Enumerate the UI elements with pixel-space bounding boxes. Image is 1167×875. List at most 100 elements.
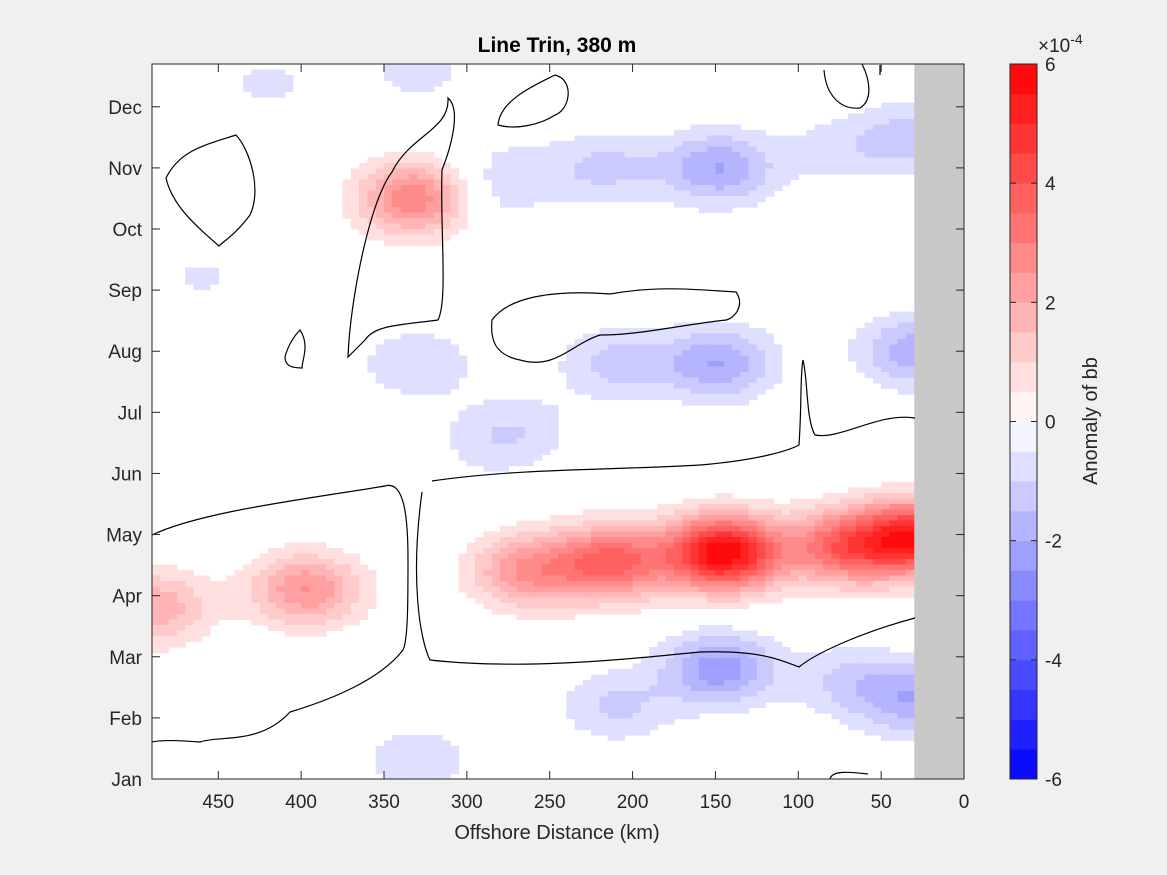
heatmap-cell bbox=[375, 196, 385, 203]
heatmap-cell bbox=[317, 603, 327, 610]
heatmap-cell bbox=[707, 328, 717, 335]
heatmap-cell bbox=[657, 157, 667, 164]
heatmap-cell bbox=[582, 696, 592, 703]
heatmap-cell bbox=[268, 548, 277, 555]
heatmap-cell bbox=[872, 487, 882, 494]
heatmap-cell bbox=[491, 443, 501, 450]
heatmap-cell bbox=[781, 691, 791, 698]
heatmap-cell bbox=[632, 394, 642, 401]
heatmap-cell bbox=[533, 542, 543, 549]
heatmap-cell bbox=[533, 410, 543, 417]
heatmap-cell bbox=[839, 163, 849, 170]
heatmap-cell bbox=[508, 570, 518, 577]
zero-contour bbox=[829, 771, 869, 780]
heatmap-cell bbox=[549, 432, 559, 439]
heatmap-cell bbox=[748, 559, 758, 566]
heatmap-cell bbox=[897, 531, 907, 538]
heatmap-cell bbox=[856, 113, 866, 120]
heatmap-cell bbox=[367, 366, 377, 373]
heatmap-cell bbox=[359, 179, 369, 186]
heatmap-cell bbox=[723, 179, 733, 186]
heatmap-cell bbox=[367, 603, 377, 610]
heatmap-cell bbox=[756, 663, 766, 670]
heatmap-cell bbox=[881, 168, 891, 175]
heatmap-cell bbox=[524, 608, 534, 615]
heatmap-cell bbox=[765, 531, 775, 538]
heatmap-cell bbox=[251, 570, 261, 577]
heatmap-cell bbox=[384, 757, 393, 764]
heatmap-cell bbox=[516, 575, 526, 582]
heatmap-cell bbox=[500, 465, 509, 472]
heatmap-cell bbox=[856, 509, 866, 516]
heatmap-cell bbox=[541, 163, 551, 170]
colorbar-level bbox=[1010, 689, 1037, 720]
heatmap-cell bbox=[723, 174, 733, 181]
heatmap-cell bbox=[607, 691, 617, 698]
heatmap-cell bbox=[193, 278, 203, 285]
heatmap-cell bbox=[732, 124, 741, 131]
heatmap-cell bbox=[897, 548, 907, 555]
heatmap-cell bbox=[624, 185, 634, 192]
heatmap-cell bbox=[276, 597, 286, 604]
heatmap-cell bbox=[889, 141, 899, 148]
heatmap-cell bbox=[574, 372, 584, 379]
heatmap-cell bbox=[367, 179, 377, 186]
heatmap-cell bbox=[674, 707, 683, 714]
heatmap-cell bbox=[906, 163, 915, 170]
heatmap-cell bbox=[533, 559, 543, 566]
heatmap-cell bbox=[814, 564, 824, 571]
heatmap-cell bbox=[176, 625, 186, 632]
heatmap-cell bbox=[665, 515, 675, 522]
heatmap-cell bbox=[160, 581, 170, 588]
heatmap-cell bbox=[582, 559, 592, 566]
heatmap-cell bbox=[798, 509, 808, 516]
heatmap-cell bbox=[268, 570, 277, 577]
heatmap-cell bbox=[524, 564, 534, 571]
heatmap-cell bbox=[425, 212, 435, 219]
heatmap-cell bbox=[682, 647, 692, 654]
heatmap-cell bbox=[392, 157, 402, 164]
heatmap-cell bbox=[359, 575, 369, 582]
heatmap-cell bbox=[533, 163, 543, 170]
heatmap-cell bbox=[616, 333, 625, 340]
heatmap-cell bbox=[359, 570, 369, 577]
heatmap-cell bbox=[582, 344, 592, 351]
heatmap-cell bbox=[839, 652, 849, 659]
heatmap-cell bbox=[889, 493, 899, 500]
heatmap-cell bbox=[591, 581, 601, 588]
heatmap-cell bbox=[814, 553, 824, 560]
zero-contour bbox=[491, 288, 741, 363]
heatmap-cell bbox=[790, 135, 799, 142]
heatmap-cell bbox=[765, 586, 775, 593]
heatmap-cell bbox=[665, 641, 675, 648]
heatmap-cell bbox=[566, 537, 576, 544]
heatmap-cell bbox=[740, 498, 750, 505]
heatmap-cell bbox=[533, 185, 543, 192]
heatmap-cell bbox=[665, 394, 675, 401]
heatmap-cell bbox=[417, 339, 427, 346]
heatmap-cell bbox=[872, 493, 882, 500]
heatmap-cell bbox=[682, 592, 692, 599]
heatmap-cell bbox=[500, 559, 509, 566]
heatmap-cell bbox=[814, 548, 824, 555]
heatmap-cell bbox=[607, 344, 617, 351]
heatmap-cell bbox=[665, 570, 675, 577]
heatmap-cell bbox=[524, 553, 534, 560]
heatmap-cell bbox=[582, 361, 592, 368]
heatmap-cell bbox=[698, 515, 708, 522]
heatmap-cell bbox=[616, 669, 625, 676]
heatmap-cell bbox=[516, 201, 526, 208]
heatmap-cell bbox=[591, 152, 601, 159]
heatmap-cell bbox=[574, 361, 584, 368]
heatmap-cell bbox=[698, 509, 708, 516]
heatmap-cell bbox=[574, 339, 584, 346]
heatmap-cell bbox=[765, 526, 775, 533]
heatmap-cell bbox=[599, 141, 609, 148]
heatmap-cell bbox=[649, 581, 659, 588]
heatmap-cell bbox=[591, 383, 601, 390]
heatmap-cell bbox=[384, 179, 393, 186]
heatmap-cell bbox=[400, 773, 410, 780]
heatmap-cell bbox=[881, 124, 891, 131]
heatmap-cell bbox=[185, 575, 195, 582]
